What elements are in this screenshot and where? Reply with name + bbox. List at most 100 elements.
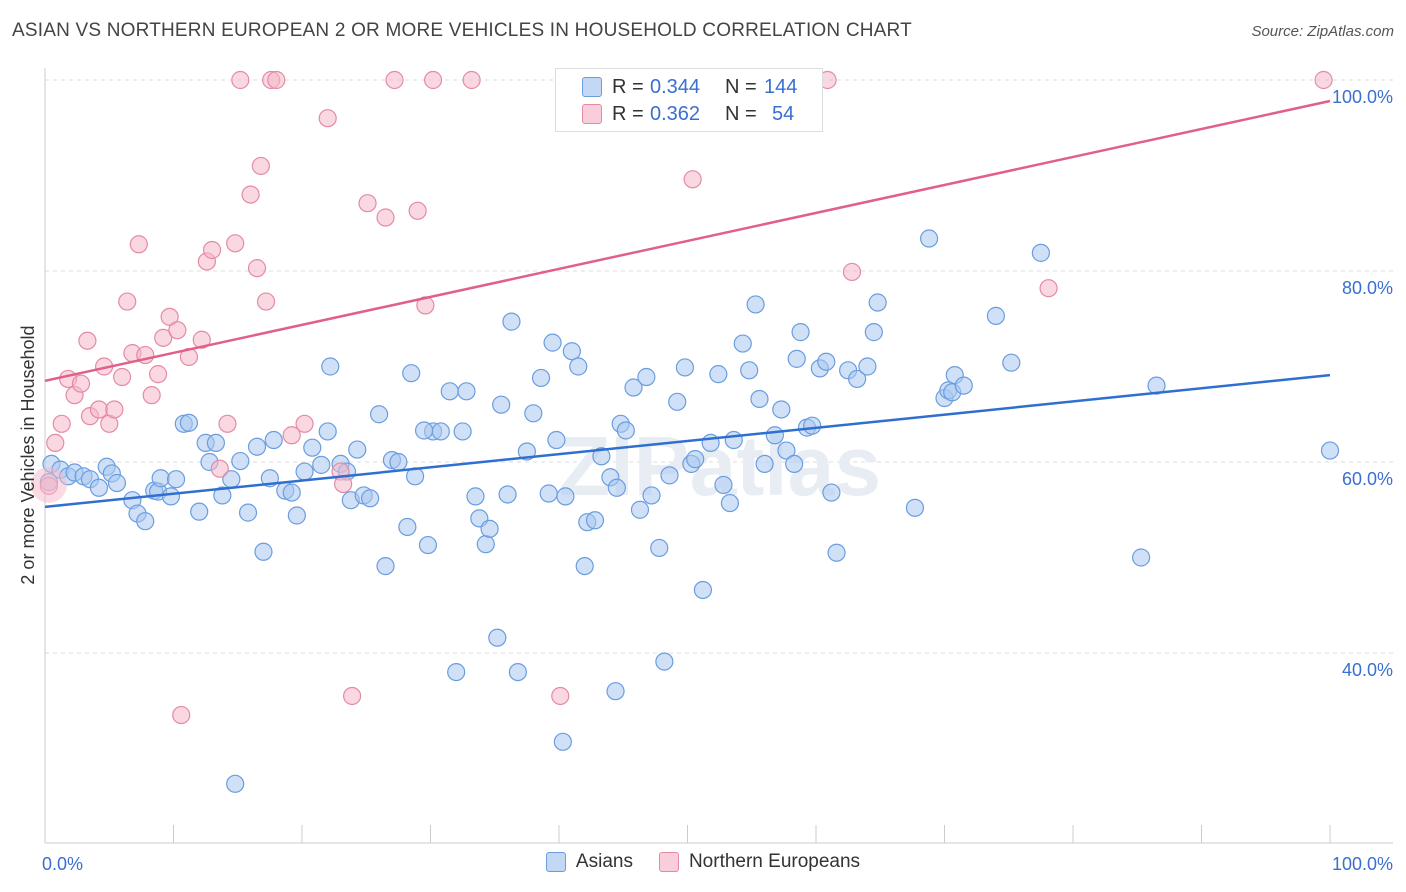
asians-point (868, 293, 887, 312)
asians-point (1320, 441, 1340, 460)
asians-point (247, 437, 267, 456)
northern-point (231, 70, 250, 90)
y-tick-labels: 40.0% 60.0% 80.0% 100.0% (1332, 87, 1393, 680)
asians-point (642, 486, 661, 505)
asians-point (556, 487, 575, 506)
legend-item-northern: Northern Europeans (658, 851, 860, 873)
asians-point (303, 438, 322, 457)
x-tick-label-end: 100.0% (1332, 854, 1393, 874)
northern-n-value: 54 (772, 102, 795, 125)
asians-point (440, 382, 459, 401)
asians-point (376, 556, 395, 576)
northern-n-label: N = (725, 102, 757, 125)
stats-legend: R = 0.344 N = 144 R = 0.362 N = 54 (555, 68, 823, 132)
asians-point (312, 455, 331, 474)
y-tick-label: 100.0% (1332, 87, 1393, 107)
asians-point (418, 535, 438, 555)
asians-point (606, 682, 625, 701)
asians-point (231, 451, 250, 471)
y-tick-label: 60.0% (1342, 469, 1393, 489)
y-tick-label: 40.0% (1342, 660, 1393, 680)
asians-point (660, 466, 679, 485)
y-tick-label: 80.0% (1342, 278, 1393, 298)
asians-point (616, 421, 635, 440)
asians-point (543, 333, 562, 352)
asians-point (1002, 353, 1021, 372)
northern-point (226, 234, 245, 253)
x-tick-label-start: 0.0% (42, 854, 83, 874)
asians-point (1031, 243, 1050, 262)
asians-point (282, 483, 301, 502)
northern-point (358, 194, 377, 213)
northern-point (267, 70, 286, 90)
asians-point (630, 500, 650, 519)
asians-point (562, 342, 581, 361)
asians-point (791, 323, 810, 342)
northern-point (343, 686, 362, 706)
asians-point (585, 511, 605, 530)
asians-point (740, 361, 759, 380)
northern-point (78, 331, 97, 350)
asians-point (848, 369, 867, 389)
northern-point (385, 70, 404, 90)
northern-point (154, 328, 173, 347)
asians-point (733, 334, 752, 353)
asians-point (822, 483, 841, 502)
northern-point (71, 374, 91, 393)
asians-point (166, 470, 186, 489)
northern-point (172, 705, 191, 725)
northern-point (251, 156, 270, 176)
asians-point (575, 556, 594, 576)
asians-point (476, 535, 495, 554)
asians-point (254, 542, 273, 561)
asians-point (919, 229, 939, 248)
asians-point (709, 365, 728, 384)
asians-point (650, 538, 669, 558)
northern-point (129, 235, 148, 254)
asians-point (318, 422, 337, 441)
asians-point (226, 774, 245, 793)
asians-point (190, 502, 209, 521)
asians-n-value: 144 (764, 75, 798, 98)
northern-point (423, 70, 443, 90)
asians-point (607, 478, 626, 497)
legend-item-asians: Asians (545, 851, 633, 873)
asians-r-label: R = (612, 75, 644, 98)
asians-point (817, 352, 836, 371)
asians-point (720, 493, 740, 513)
asians-point (107, 473, 127, 493)
northern-point (105, 400, 124, 419)
asians-point (524, 404, 543, 423)
northern-point (46, 433, 65, 452)
northern-point (168, 321, 187, 340)
asians-point (136, 512, 155, 531)
asians-point (466, 487, 485, 506)
asians-point (637, 367, 656, 387)
asians-n-label: N = (725, 75, 757, 98)
asians-point (772, 400, 791, 419)
asians-point (714, 475, 733, 495)
asians-point (498, 485, 517, 504)
asians-point (151, 469, 170, 488)
asians-point (361, 489, 380, 508)
asians-point (414, 421, 434, 440)
series-northern-europeans (30, 70, 1333, 725)
asians-point (348, 440, 367, 459)
asians-point (655, 652, 674, 671)
asians-point (287, 506, 306, 525)
asians-point (1132, 548, 1151, 567)
legend-northern-swatch (658, 852, 679, 872)
northern-point (462, 70, 481, 90)
y-axis-label: 2 or more Vehicles in Household (18, 325, 38, 584)
asians-r-value: 0.344 (650, 75, 701, 98)
northern-point (318, 109, 337, 128)
northern-point (118, 292, 137, 311)
asians-point (787, 349, 806, 368)
northern-point (1314, 70, 1333, 90)
asians-point (447, 662, 466, 682)
northern-point-large (30, 466, 67, 503)
northern-point (89, 400, 109, 419)
northern-point (551, 686, 570, 706)
legend-asians-label: Asians (575, 851, 633, 872)
